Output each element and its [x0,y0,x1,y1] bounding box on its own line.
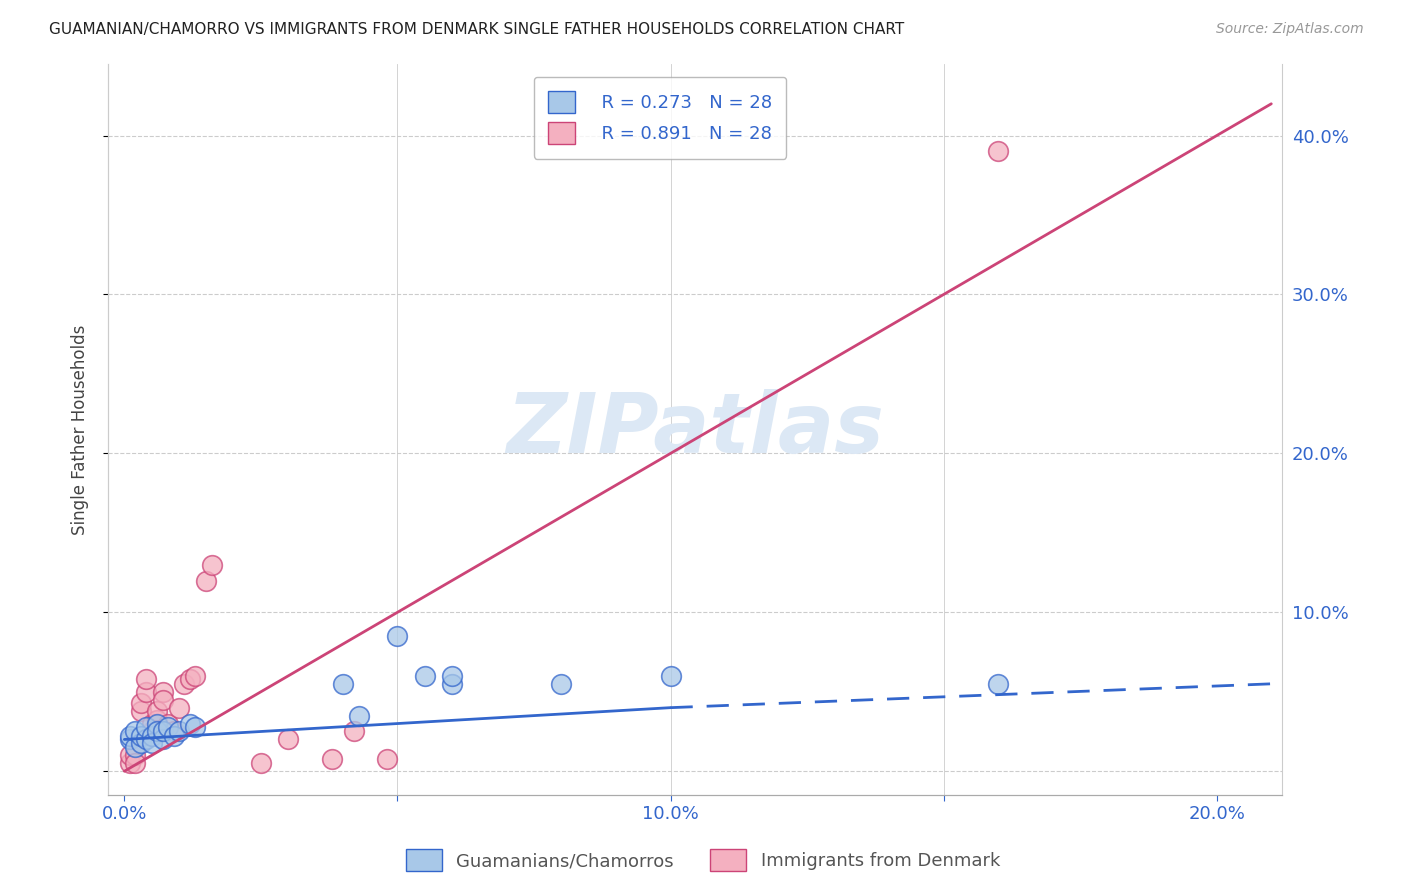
Text: ZIPatlas: ZIPatlas [506,389,884,470]
Point [441,677,464,691]
Point [135,685,157,699]
Point [141,736,163,750]
Point [441,669,464,683]
Y-axis label: Single Father Households: Single Father Households [72,325,89,534]
Point [124,724,146,739]
Point [184,669,207,683]
Point [152,692,174,706]
Point [332,677,354,691]
Point [659,669,682,683]
Point [195,574,218,588]
Point [118,748,141,763]
Point [118,756,141,771]
Point [179,672,201,686]
Legend:   R = 0.273   N = 28,   R = 0.891   N = 28: R = 0.273 N = 28, R = 0.891 N = 28 [534,77,786,159]
Point [118,729,141,743]
Point [135,720,157,734]
Point [129,704,152,718]
Point [321,751,343,765]
Legend: Guamanians/Chamorros, Immigrants from Denmark: Guamanians/Chamorros, Immigrants from De… [399,842,1007,879]
Point [162,729,184,743]
Point [141,729,163,743]
Point [387,629,409,643]
Point [152,685,174,699]
Point [173,677,195,691]
Point [124,740,146,755]
Point [413,669,436,683]
Point [347,708,370,723]
Text: GUAMANIAN/CHAMORRO VS IMMIGRANTS FROM DENMARK SINGLE FATHER HOUSEHOLDS CORRELATI: GUAMANIAN/CHAMORRO VS IMMIGRANTS FROM DE… [49,22,904,37]
Point [146,704,169,718]
Point [124,748,146,763]
Point [987,145,1010,159]
Point [146,714,169,728]
Point [162,724,184,739]
Point [375,751,398,765]
Point [129,736,152,750]
Point [135,732,157,747]
Point [152,732,174,747]
Point [146,716,169,731]
Point [987,677,1010,691]
Point [179,716,201,731]
Point [184,720,207,734]
Point [129,696,152,710]
Point [201,558,224,572]
Point [146,724,169,739]
Point [343,724,366,739]
Point [118,732,141,747]
Point [141,716,163,731]
Point [250,756,273,771]
Point [141,724,163,739]
Point [152,724,174,739]
Point [135,672,157,686]
Point [157,720,180,734]
Point [129,729,152,743]
Point [124,756,146,771]
Text: Source: ZipAtlas.com: Source: ZipAtlas.com [1216,22,1364,37]
Point [167,724,190,739]
Point [157,716,180,731]
Point [550,677,572,691]
Point [167,700,190,714]
Point [277,732,299,747]
